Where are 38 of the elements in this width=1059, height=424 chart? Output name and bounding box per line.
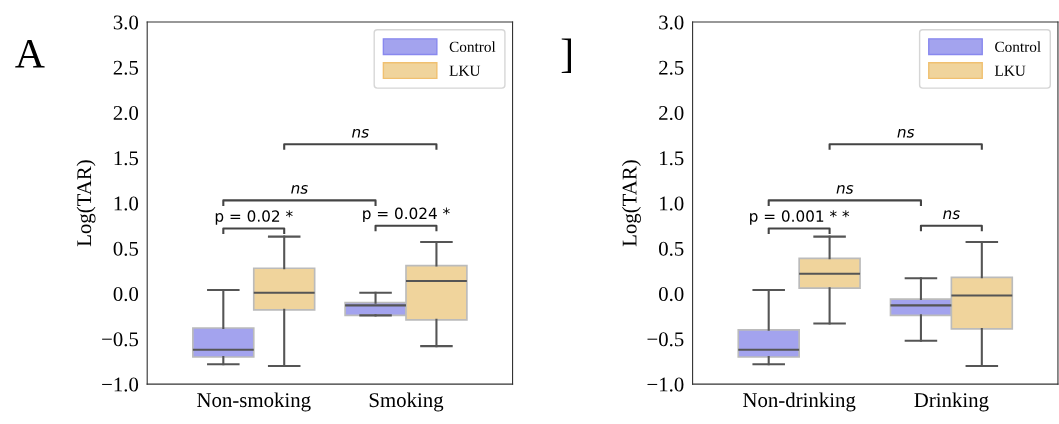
legend-label: LKU (449, 65, 481, 76)
x-tick-label: Drinking (914, 392, 989, 412)
y-tick-label: 1.5 (660, 151, 684, 166)
x-tick-label: Non-drinking (743, 392, 856, 412)
y-tick-label: 2.5 (113, 60, 139, 75)
annotation: ns (943, 210, 960, 220)
y-tick-label: 2.0 (659, 105, 684, 121)
y-tick-label: −0.5 (102, 332, 139, 347)
annotation: p = 0.001 * * (750, 210, 850, 225)
y-tick-label: 3.0 (659, 15, 684, 30)
x-tick-label: Smoking (369, 392, 444, 412)
annotation: p = 0.02 * (215, 210, 293, 225)
y-tick-label: 0.5 (113, 241, 139, 256)
y-tick-label: −0.5 (647, 332, 684, 347)
y-tick-label: 1.5 (114, 151, 139, 166)
y-tick-label: −1.0 (102, 377, 139, 392)
y-tick-label: 2.0 (113, 105, 139, 121)
chart-title: A (15, 39, 45, 68)
y-tick-label: 0.0 (113, 286, 139, 302)
annotation: ns (897, 128, 915, 138)
y-tick-label: 0.5 (659, 241, 684, 256)
legend-label: Control (995, 41, 1041, 52)
annotation: p = 0.024 * (363, 207, 450, 223)
y-axis-title: Log(TAR) (621, 160, 641, 247)
y-tick-label: −1.0 (647, 377, 684, 392)
y-tick-label: 1.0 (114, 196, 139, 211)
x-tick-label: Non-smoking (197, 392, 311, 412)
y-tick-label: 2.5 (659, 60, 684, 75)
annotation: ns (291, 185, 308, 194)
y-tick-label: 3.0 (113, 15, 139, 30)
legend-label: LKU (994, 65, 1026, 76)
annotation: ns (352, 128, 369, 138)
legend-label: Control (449, 41, 496, 52)
y-tick-label: 0.0 (659, 286, 684, 302)
chart-title: ] (561, 38, 571, 74)
y-tick-label: 1.0 (660, 196, 684, 211)
y-axis-title: Log(TAR) (76, 160, 96, 247)
annotation: ns (836, 185, 854, 194)
